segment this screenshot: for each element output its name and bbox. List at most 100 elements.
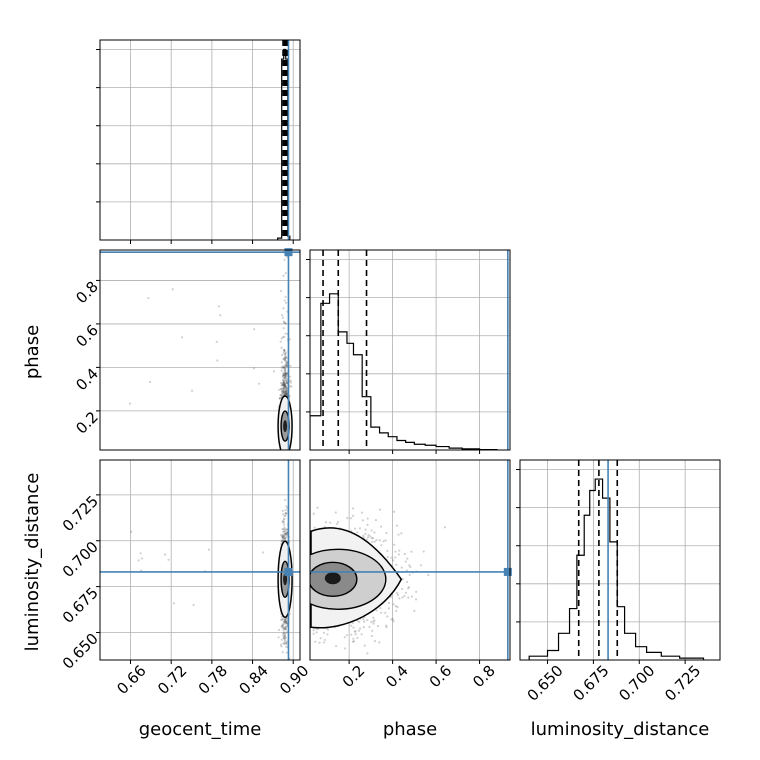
scatter-point	[284, 632, 287, 635]
scatter-point	[371, 629, 374, 632]
scatter-point	[363, 644, 366, 647]
scatter-point	[283, 638, 286, 642]
scatter-point	[282, 383, 285, 386]
scatter-point	[285, 392, 288, 395]
xtick-label: 0.72	[154, 662, 190, 698]
scatter-point	[316, 506, 319, 509]
scatter-point	[366, 517, 369, 520]
scatter-point	[409, 565, 412, 568]
scatter-point	[283, 514, 286, 517]
scatter-point	[281, 521, 284, 524]
scatter-point	[281, 336, 285, 339]
ylabel-phase: phase	[22, 325, 43, 379]
scatter-point	[334, 511, 337, 514]
ytick-label: 0.725	[59, 492, 102, 535]
scatter-point	[318, 641, 321, 644]
scatter-point	[219, 314, 222, 317]
scatter-point	[282, 357, 286, 360]
grid-phase-vs-geocent_time	[100, 280, 300, 412]
scatter-point	[406, 557, 409, 560]
scatter-point	[335, 522, 339, 526]
scatter-point	[403, 552, 406, 556]
scatter-point	[349, 517, 352, 520]
scatter-point	[362, 534, 365, 538]
scatter-point	[283, 385, 286, 388]
frame-geocent_time-hist	[99, 39, 301, 241]
scatter-point	[190, 389, 194, 392]
scatter-point	[285, 533, 288, 537]
scatter-point	[207, 548, 211, 551]
scatter-point	[419, 564, 423, 567]
scatter-point	[282, 274, 285, 277]
scatter-point	[284, 625, 287, 628]
xtick-label: 0.84	[235, 662, 271, 698]
scatter-point	[366, 618, 369, 622]
scatter-point	[284, 620, 287, 623]
scatter-point	[284, 384, 287, 388]
scatter-point	[180, 336, 184, 339]
scatter-point	[282, 387, 285, 390]
scatter-point	[387, 607, 391, 610]
scatter-point	[281, 390, 285, 393]
scatter-point	[282, 351, 285, 355]
scatter-point	[285, 621, 288, 624]
panel-geocent_time-hist	[96, 39, 301, 244]
scatter-point	[407, 586, 411, 589]
content-luminosity_distance-hist	[528, 460, 705, 660]
scatter-point	[386, 615, 389, 618]
scatter-point	[281, 624, 284, 627]
scatter-point	[284, 362, 288, 365]
scatter-point	[284, 372, 287, 375]
scatter-point	[407, 587, 410, 590]
scatter-point	[279, 533, 283, 537]
scatter-point	[283, 536, 287, 539]
scatter-point	[284, 332, 287, 335]
scatter-point	[283, 375, 286, 378]
scatter-point	[284, 356, 287, 360]
scatter-point	[282, 320, 285, 323]
scatter-point	[422, 550, 425, 553]
truth-marker-luminosity_distance-vs-geocent_time	[284, 567, 293, 576]
scatter-point	[167, 558, 170, 561]
scatter-point	[285, 388, 288, 391]
scatter-point	[284, 372, 287, 375]
scatter-point	[285, 512, 288, 515]
scatter-point	[253, 328, 256, 331]
scatter-point	[285, 532, 288, 535]
scatter-point	[285, 386, 288, 389]
scatter-point	[282, 628, 285, 631]
scatter-point	[283, 386, 287, 389]
scatter-point	[285, 379, 288, 382]
scatter-point	[284, 373, 288, 376]
scatter-point	[283, 357, 287, 360]
scatter-point	[282, 365, 286, 369]
scatter-point	[282, 374, 285, 377]
xtick-label: 0.650	[524, 662, 567, 705]
scatter-point	[282, 373, 285, 377]
scatter-point	[284, 537, 287, 540]
scatter-point	[280, 387, 283, 390]
scatter-point	[408, 573, 411, 576]
scatter-point	[283, 621, 286, 624]
scatter-point	[281, 618, 285, 621]
scatter-point	[361, 519, 364, 522]
scatter-point	[364, 528, 367, 531]
scatter-point	[280, 314, 284, 317]
scatter-point	[285, 382, 288, 385]
scatter-point	[280, 393, 283, 396]
scatter-point	[334, 644, 338, 648]
scatter-point	[285, 388, 289, 391]
scatter-point	[284, 619, 288, 623]
scatter-point	[282, 534, 285, 538]
scatter-point	[356, 636, 359, 639]
scatter-point	[282, 537, 285, 540]
scatter-point	[313, 526, 316, 529]
scatter-point	[281, 509, 284, 512]
scatter-point	[283, 523, 286, 526]
scatter-point	[149, 380, 152, 384]
scatter-point	[281, 392, 284, 395]
scatter-point	[415, 590, 418, 593]
scatter-point	[284, 532, 287, 535]
scatter-point	[284, 272, 287, 275]
scatter-point	[283, 383, 286, 386]
